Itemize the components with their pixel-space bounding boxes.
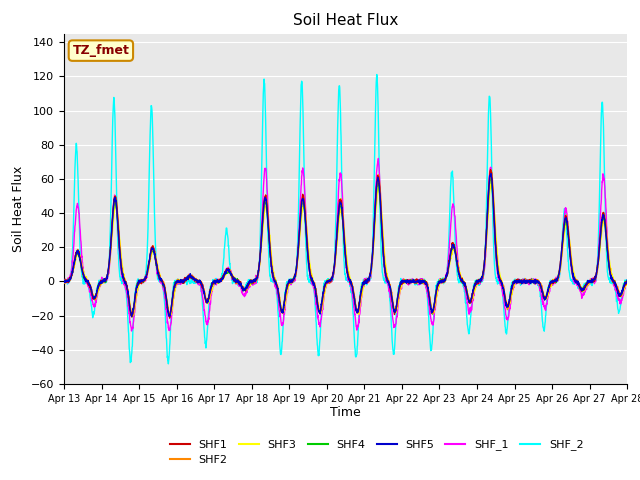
SHF5 (510, 281, 518, 287)
SHF1 (589, 275, 597, 281)
Line: SHF4: SHF4 (64, 178, 627, 317)
SHF_2 (375, 130, 383, 135)
SHF1 (362, 279, 370, 285)
SHF_1 (623, 280, 631, 286)
SHF_1 (574, 283, 582, 288)
SHF5 (218, 277, 225, 283)
Line: SHF5: SHF5 (64, 174, 627, 317)
SHF_2 (60, 278, 68, 284)
SHF3 (510, 284, 518, 289)
SHF3 (574, 280, 582, 286)
Title: Soil Heat Flux: Soil Heat Flux (293, 13, 398, 28)
SHF2 (374, 172, 382, 178)
Legend: SHF1, SHF2, SHF3, SHF4, SHF5, SHF_1, SHF_2: SHF1, SHF2, SHF3, SHF4, SHF5, SHF_1, SHF… (165, 435, 588, 469)
SHF1 (574, 280, 582, 286)
SHF5 (623, 277, 631, 283)
SHF_1 (60, 280, 68, 286)
SHF1 (218, 276, 225, 281)
Y-axis label: Soil Heat Flux: Soil Heat Flux (12, 166, 25, 252)
SHF3 (589, 277, 597, 283)
SHF1 (166, 315, 173, 321)
Line: SHF_1: SHF_1 (64, 158, 627, 331)
SHF4 (218, 277, 225, 283)
SHF5 (574, 278, 582, 284)
SHF2 (589, 278, 597, 284)
SHF5 (589, 276, 597, 282)
SHF_2 (574, 280, 582, 286)
SHF2 (574, 281, 582, 287)
SHF3 (362, 278, 370, 284)
SHF2 (362, 277, 370, 283)
SHF2 (623, 279, 631, 285)
Text: TZ_fmet: TZ_fmet (72, 44, 129, 57)
SHF2 (510, 281, 518, 287)
SHF3 (60, 277, 68, 283)
SHF2 (487, 167, 495, 173)
X-axis label: Time: Time (330, 407, 361, 420)
SHF_2 (589, 277, 597, 283)
SHF_2 (623, 278, 631, 284)
SHF1 (374, 174, 382, 180)
SHF5 (487, 171, 495, 177)
SHF4 (374, 180, 382, 186)
Line: SHF3: SHF3 (64, 183, 627, 316)
SHF2 (60, 278, 68, 284)
Line: SHF2: SHF2 (64, 170, 627, 317)
SHF3 (218, 278, 225, 284)
Line: SHF_2: SHF_2 (64, 74, 627, 364)
SHF4 (510, 281, 518, 287)
SHF_1 (218, 278, 225, 284)
SHF5 (60, 277, 68, 283)
SHF4 (60, 279, 68, 285)
SHF4 (574, 279, 582, 285)
SHF5 (374, 176, 382, 182)
SHF1 (623, 279, 631, 285)
SHF_1 (374, 156, 382, 161)
SHF4 (589, 277, 597, 283)
SHF_1 (375, 161, 383, 167)
SHF_2 (373, 72, 381, 77)
SHF_2 (164, 361, 172, 367)
SHF_2 (362, 277, 370, 283)
SHF_1 (589, 277, 597, 283)
SHF3 (623, 279, 631, 285)
SHF1 (60, 278, 68, 284)
SHF_1 (510, 283, 518, 288)
SHF1 (486, 167, 494, 173)
SHF3 (374, 186, 382, 192)
SHF4 (623, 280, 631, 286)
SHF_1 (128, 328, 136, 334)
SHF4 (487, 175, 495, 181)
SHF4 (362, 279, 370, 285)
SHF4 (128, 314, 136, 320)
SHF_2 (218, 274, 225, 279)
SHF_1 (362, 277, 370, 283)
SHF3 (166, 313, 173, 319)
SHF3 (488, 180, 495, 186)
SHF2 (218, 277, 225, 283)
Line: SHF1: SHF1 (64, 170, 627, 318)
SHF_2 (510, 280, 518, 286)
SHF1 (510, 280, 518, 286)
SHF5 (362, 279, 370, 285)
SHF2 (129, 314, 136, 320)
SHF5 (128, 314, 136, 320)
